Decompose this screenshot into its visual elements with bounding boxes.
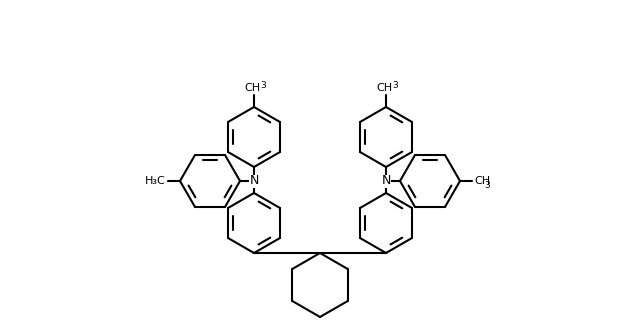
Text: CH: CH [474,176,490,186]
Text: 3: 3 [392,81,398,90]
Text: 3: 3 [260,81,266,90]
Text: N: N [250,174,259,187]
Text: H₃C: H₃C [145,176,166,186]
Text: CH: CH [244,83,260,93]
Text: CH: CH [376,83,392,93]
Text: N: N [381,174,390,187]
Text: 3: 3 [484,180,490,189]
